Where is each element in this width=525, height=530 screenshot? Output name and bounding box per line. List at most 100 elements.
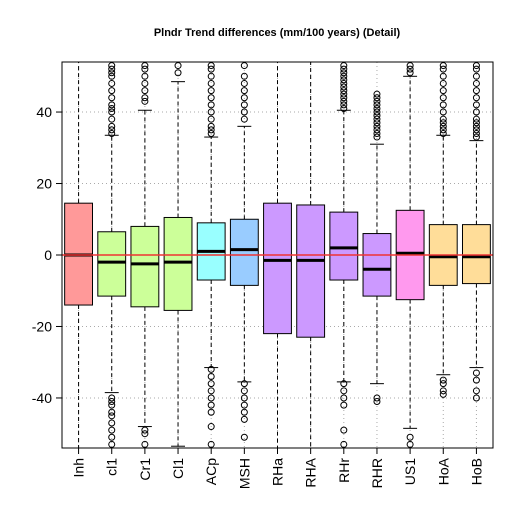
outlier-point <box>108 426 116 434</box>
x-tick-label: Cr1 <box>137 458 153 481</box>
outlier-point <box>207 129 215 137</box>
outlier-point <box>472 115 480 123</box>
outlier-point <box>472 387 480 395</box>
x-tick-label: RHA <box>303 457 319 487</box>
x-tick-label: HoA <box>435 457 451 485</box>
outlier-point <box>472 129 480 137</box>
outlier-point <box>472 108 480 116</box>
outlier-point <box>108 115 116 123</box>
outlier-point <box>373 108 381 116</box>
outlier-point <box>406 69 414 77</box>
outlier-point <box>141 440 149 448</box>
outlier-point <box>373 94 381 102</box>
outlier-point <box>340 65 348 73</box>
outlier-point <box>373 104 381 112</box>
outlier-point <box>108 440 116 448</box>
outlier-point <box>108 72 116 80</box>
outlier-point <box>207 387 215 395</box>
outlier-point <box>240 380 248 388</box>
outlier-point <box>340 79 348 87</box>
outlier-point <box>207 108 215 116</box>
outlier-point <box>439 101 447 109</box>
outlier-point <box>240 79 248 87</box>
outlier-point <box>472 122 480 130</box>
outlier-point <box>373 133 381 141</box>
outlier-point <box>240 387 248 395</box>
outlier-point <box>439 62 447 70</box>
box-iqr <box>461 224 491 285</box>
box-ACp <box>196 62 226 448</box>
outlier-point <box>373 122 381 130</box>
x-tick-label: US1 <box>402 458 418 485</box>
outlier-point <box>108 87 116 95</box>
outlier-point <box>439 380 447 388</box>
outlier-point <box>439 387 447 395</box>
outlier-point <box>141 426 149 434</box>
outlier-point <box>108 419 116 427</box>
outlier-point <box>340 97 348 105</box>
outlier-point <box>340 72 348 80</box>
x-tick-label: RHa <box>270 458 286 486</box>
outlier-point <box>207 373 215 381</box>
box-iqr <box>329 211 359 281</box>
outlier-point <box>439 122 447 130</box>
outlier-point <box>108 412 116 420</box>
box-iqr <box>362 233 392 297</box>
box-RHa <box>263 62 292 448</box>
outlier-point <box>207 440 215 448</box>
outlier-point <box>472 119 480 127</box>
outlier-point <box>373 112 381 120</box>
outlier-point <box>108 94 116 102</box>
chart-title: Plndr Trend differences (mm/100 years) (… <box>154 27 401 39</box>
y-tick-label: 20 <box>36 176 52 192</box>
outlier-point <box>373 90 381 98</box>
outlier-point <box>141 97 149 105</box>
outlier-point <box>240 87 248 95</box>
outlier-point <box>340 62 348 70</box>
outlier-point <box>439 126 447 134</box>
outlier-point <box>373 119 381 127</box>
outlier-point <box>207 115 215 123</box>
outlier-point <box>340 387 348 395</box>
box-HoB <box>461 62 491 402</box>
outlier-point <box>406 62 414 70</box>
outlier-point <box>108 69 116 77</box>
outlier-point <box>472 376 480 384</box>
y-axis: -40 -20 0 20 40 <box>32 104 62 406</box>
outlier-point <box>340 69 348 77</box>
outlier-point <box>207 72 215 80</box>
x-tick-label: Inh <box>71 458 87 477</box>
x-tick-label: ACp <box>203 458 219 485</box>
outlier-point <box>108 126 116 134</box>
outlier-point <box>373 126 381 134</box>
box-iqr <box>229 218 259 286</box>
outlier-point <box>108 401 116 409</box>
box-cl1 <box>97 62 127 448</box>
outlier-point <box>340 90 348 98</box>
outlier-point <box>141 65 149 73</box>
box-iqr <box>296 204 326 338</box>
outlier-point <box>340 380 348 388</box>
outlier-point <box>108 62 116 70</box>
y-tick-label: 0 <box>44 247 52 263</box>
outlier-point <box>472 369 480 377</box>
outlier-point <box>207 394 215 402</box>
outlier-point <box>472 101 480 109</box>
outlier-point <box>439 87 447 95</box>
outlier-point <box>439 72 447 80</box>
outlier-point <box>439 94 447 102</box>
outlier-point <box>108 394 116 402</box>
outlier-point <box>108 398 116 406</box>
outlier-point <box>141 79 149 87</box>
outlier-point <box>240 408 248 416</box>
outlier-point <box>439 65 447 73</box>
outlier-point <box>439 115 447 123</box>
outlier-point <box>472 62 480 70</box>
outlier-point <box>340 76 348 84</box>
outlier-point <box>240 94 248 102</box>
outlier-point <box>340 394 348 402</box>
outlier-point <box>340 426 348 434</box>
outlier-point <box>108 79 116 87</box>
y-tick-label: 40 <box>36 104 52 120</box>
